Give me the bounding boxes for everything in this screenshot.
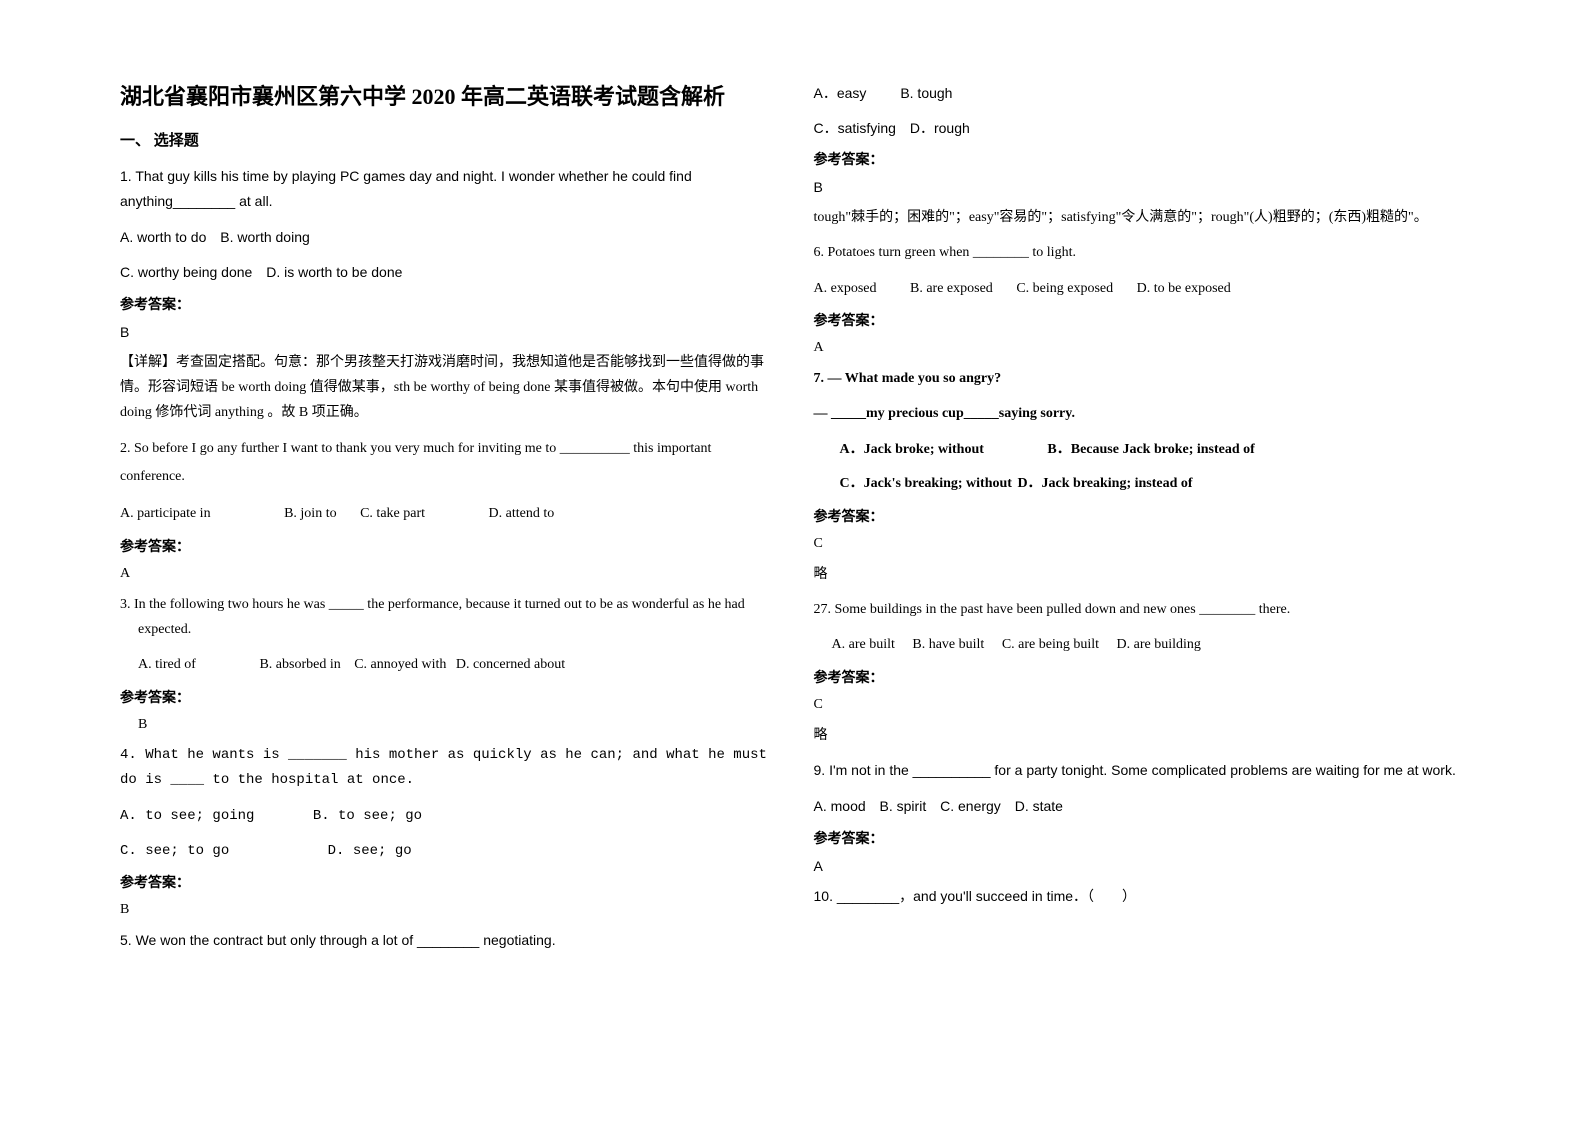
q1-optA: A. worth to do xyxy=(120,224,206,251)
q2-optB: B. join to xyxy=(284,501,337,528)
document-title: 湖北省襄阳市襄州区第六中学 2020 年高二英语联考试题含解析 xyxy=(120,80,774,113)
q6-answer: A xyxy=(814,340,1468,356)
q5-text: 5. We won the contract but only through … xyxy=(120,928,774,953)
q4-optA: A. to see; going xyxy=(120,803,254,830)
q2-optA: A. participate in xyxy=(120,501,211,528)
q6-text: 6. Potatoes turn green when ________ to … xyxy=(814,240,1468,265)
q4-answer: B xyxy=(120,902,774,918)
q7-answer-label: 参考答案： xyxy=(814,506,1468,526)
q7-answer: C xyxy=(814,536,1468,552)
q9-options: A. mood B. spirit C. energy D. state xyxy=(814,793,1468,820)
q4-optD: D. see; go xyxy=(328,838,412,865)
q2-options: A. participate in B. join to C. take par… xyxy=(120,501,774,528)
q7-optB: B．Because Jack broke; instead of xyxy=(1047,437,1254,464)
q2-optD: D. attend to xyxy=(489,501,555,528)
q5-optD: D．rough xyxy=(910,115,970,142)
q1-optC: C. worthy being done xyxy=(120,259,252,286)
q3-answer-label: 参考答案： xyxy=(120,687,774,707)
q6-options: A. exposed B. are exposed C. being expos… xyxy=(814,276,1468,303)
q9-answer: A xyxy=(814,858,1468,874)
q4-optC: C. see; to go xyxy=(120,838,229,865)
q1-optB: B. worth doing xyxy=(220,224,310,251)
q3-answer: B xyxy=(120,717,774,733)
q27-optC: C. are being built xyxy=(1002,632,1099,659)
q2-optC: C. take part xyxy=(360,501,425,528)
q1-explain: 【详解】考查固定搭配。句意：那个男孩整天打游戏消磨时间，我想知道他是否能够找到一… xyxy=(120,350,774,426)
q5-optC: C．satisfying xyxy=(814,115,896,142)
q3-optC: C. annoyed with xyxy=(354,652,446,679)
q5-answer: B xyxy=(814,179,1468,195)
q5-options-row2: C．satisfying D．rough xyxy=(814,115,1468,142)
q3-optD: D. concerned about xyxy=(456,652,565,679)
q5-options-row1: A．easy B. tough xyxy=(814,80,1468,107)
q4-options-row1: A. to see; going B. to see; go xyxy=(120,803,774,830)
q7-optD: D．Jack breaking; instead of xyxy=(1017,471,1192,498)
q7-options-row1: A．Jack broke; without B．Because Jack bro… xyxy=(814,437,1468,464)
right-column: A．easy B. tough C．satisfying D．rough 参考答… xyxy=(794,80,1488,1062)
q27-optB: B. have built xyxy=(912,632,984,659)
q7-optA: A．Jack broke; without xyxy=(840,437,984,464)
q9-optD: D. state xyxy=(1015,793,1063,820)
q6-optB: B. are exposed xyxy=(910,276,993,303)
left-column: 湖北省襄阳市襄州区第六中学 2020 年高二英语联考试题含解析 一、 选择题 1… xyxy=(100,80,794,1062)
q5-optA: A．easy xyxy=(814,80,867,107)
q2-answer: A xyxy=(120,566,774,582)
q2-text: 2. So before I go any further I want to … xyxy=(120,435,774,491)
q1-options-row2: C. worthy being done D. is worth to be d… xyxy=(120,259,774,286)
q7-note: 略 xyxy=(814,562,1468,587)
q3-optA: A. tired of xyxy=(138,652,196,679)
q7-line2: — _____my precious cup_____saying sorry. xyxy=(814,401,1468,426)
q6-optC: C. being exposed xyxy=(1016,276,1113,303)
q27-options: A. are built B. have built C. are being … xyxy=(814,632,1468,659)
q4-optB: B. to see; go xyxy=(313,803,422,830)
q10-text: 10. ________，and you'll succeed in time．… xyxy=(814,884,1468,909)
q27-optA: A. are built xyxy=(832,632,895,659)
q2-answer-label: 参考答案： xyxy=(120,536,774,556)
q7-options-row2: C．Jack's breaking; without D．Jack breaki… xyxy=(814,471,1468,498)
q1-answer-label: 参考答案： xyxy=(120,294,774,314)
q7-line1: 7. — What made you so angry? xyxy=(814,366,1468,391)
q1-optD: D. is worth to be done xyxy=(266,259,402,286)
q5-explain: tough"棘手的；困难的"；easy"容易的"；satisfying"令人满意… xyxy=(814,205,1468,230)
q27-answer: C xyxy=(814,697,1468,713)
q1-answer: B xyxy=(120,324,774,340)
q9-optC: C. energy xyxy=(940,793,1001,820)
q4-text: 4. What he wants is _______ his mother a… xyxy=(120,743,774,793)
q6-answer-label: 参考答案： xyxy=(814,310,1468,330)
q9-text: 9. I'm not in the __________ for a party… xyxy=(814,758,1468,783)
q9-optA: A. mood xyxy=(814,793,866,820)
q5-optB: B. tough xyxy=(900,80,952,107)
q5-answer-label: 参考答案： xyxy=(814,149,1468,169)
q27-note: 略 xyxy=(814,723,1468,748)
q7-optC: C．Jack's breaking; without xyxy=(840,471,1012,498)
q3-text: 3. In the following two hours he was ___… xyxy=(120,592,774,642)
q27-text: 27. Some buildings in the past have been… xyxy=(814,597,1468,622)
q1-text: 1. That guy kills his time by playing PC… xyxy=(120,164,774,214)
q4-options-row2: C. see; to go D. see; go xyxy=(120,838,774,865)
q1-options-row1: A. worth to do B. worth doing xyxy=(120,224,774,251)
q9-answer-label: 参考答案： xyxy=(814,828,1468,848)
q6-optD: D. to be exposed xyxy=(1137,276,1231,303)
q27-optD: D. are building xyxy=(1117,632,1201,659)
q9-optB: B. spirit xyxy=(880,793,927,820)
q27-answer-label: 参考答案： xyxy=(814,667,1468,687)
q6-optA: A. exposed xyxy=(814,276,877,303)
q3-options: A. tired of B. absorbed in C. annoyed wi… xyxy=(120,652,774,679)
q4-answer-label: 参考答案： xyxy=(120,872,774,892)
section-heading: 一、 选择题 xyxy=(120,129,774,150)
q3-optB: B. absorbed in xyxy=(259,652,340,679)
